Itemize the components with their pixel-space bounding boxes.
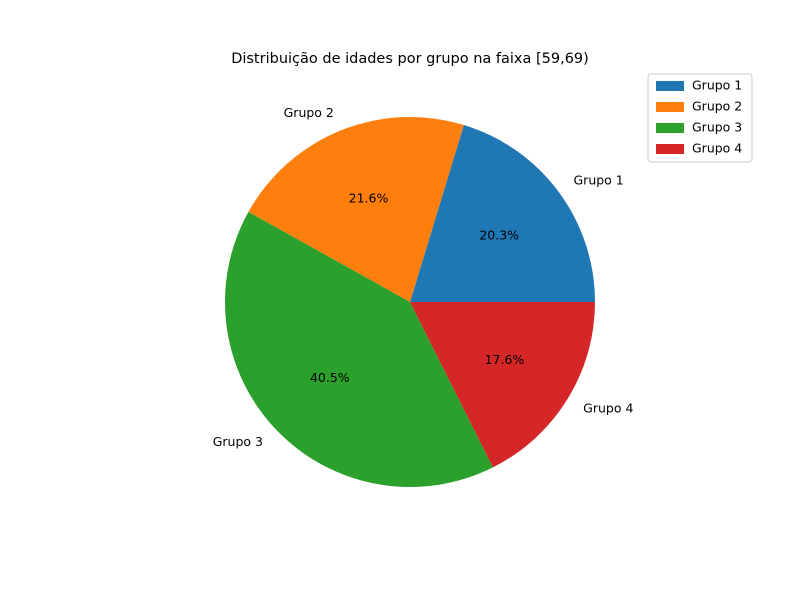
- pie-labels: 20.3% Grupo 1 21.6% Grupo 2 40.5% Grupo 3 17.6…: [213, 105, 634, 449]
- legend-swatch-4: [656, 144, 684, 154]
- slice-label-2: Grupo 2: [284, 105, 334, 120]
- pie-slices: [225, 117, 595, 487]
- legend-label-2: Grupo 2: [692, 99, 742, 114]
- chart-title: Distribuição de idades por grupo na faix…: [231, 51, 589, 67]
- legend-label-3: Grupo 3: [692, 120, 742, 135]
- legend-label-4: Grupo 4: [692, 141, 742, 156]
- slice-label-1: Grupo 1: [574, 172, 624, 187]
- pie-slice-1: [410, 125, 595, 302]
- legend-swatch-1: [656, 81, 684, 91]
- slice-percent-label-1: 20.3%: [479, 227, 519, 242]
- pie-slice-4: [410, 302, 595, 468]
- legend-label-1: Grupo 1: [692, 78, 742, 93]
- pie-slice-2: [248, 117, 464, 303]
- legend-swatch-2: [656, 102, 684, 112]
- legend-swatch-3: [656, 123, 684, 133]
- legend-box: [647, 73, 753, 163]
- slice-percent-label-4: 17.6%: [485, 352, 525, 367]
- slice-label-4: Grupo 4: [583, 400, 633, 415]
- legend: Grupo 1 Grupo 2 Grupo 3 Grupo 4: [647, 73, 753, 163]
- slice-percent-label-3: 40.5%: [310, 370, 350, 385]
- slice-percent-label-2: 21.6%: [349, 191, 389, 206]
- slice-label-3: Grupo 3: [213, 434, 263, 449]
- pie-slice-3: [225, 211, 493, 487]
